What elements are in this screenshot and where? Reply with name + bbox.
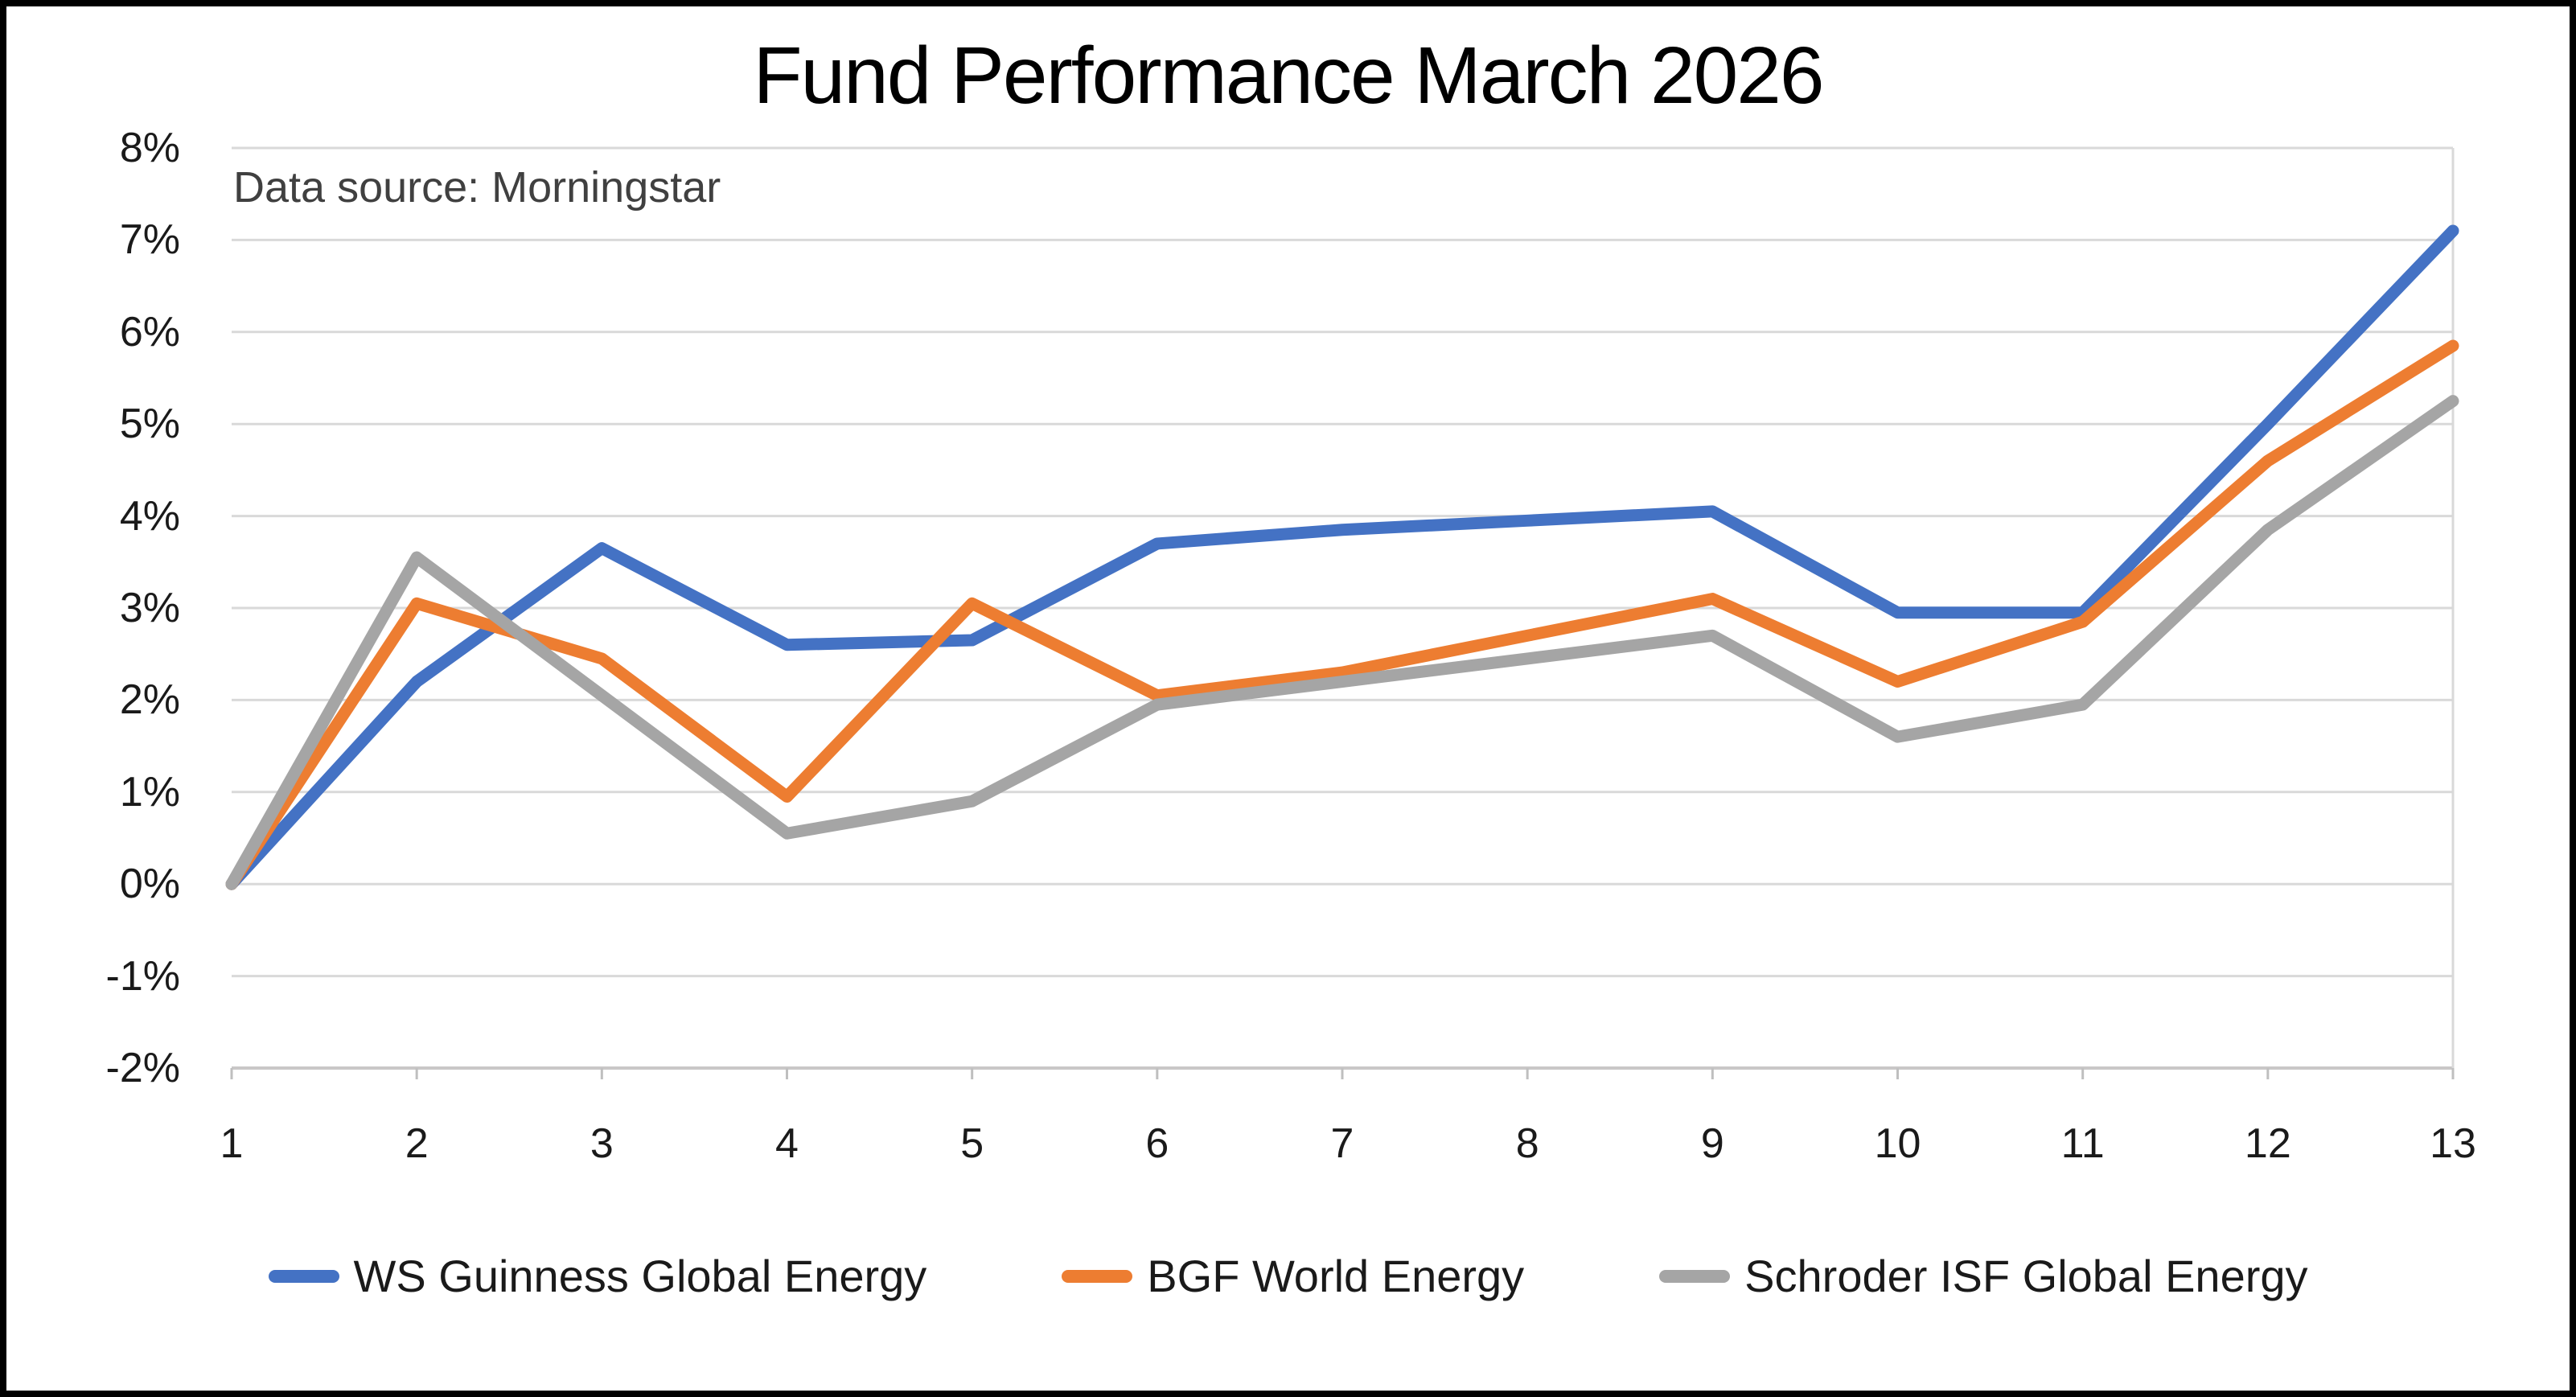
x-axis-tick-label: 9 [1700, 1120, 1724, 1167]
y-axis-tick-label: -1% [105, 952, 180, 1000]
y-axis-tick-label: 0% [119, 861, 180, 908]
y-axis-tick-label: 8% [119, 125, 180, 171]
x-axis-tick-label: 8 [1515, 1120, 1539, 1167]
series-line-1 [225, 339, 2459, 890]
legend-label-schroder: Schroder ISF Global Energy [1744, 1251, 2308, 1301]
legend: WS Guinness Global Energy BGF World Ener… [6, 1251, 2570, 1301]
x-axis-tick-label: 13 [2430, 1120, 2476, 1167]
series-line-2 [225, 395, 2459, 890]
x-axis-tick-label: 1 [220, 1120, 244, 1167]
x-axis-tick-label: 10 [1874, 1120, 1921, 1167]
series-line-0 [225, 224, 2459, 890]
y-axis-tick-label: 1% [119, 768, 180, 816]
x-axis-tick-label: 7 [1330, 1120, 1354, 1167]
y-axis-tick-label: 7% [119, 216, 180, 264]
x-axis-tick-label: 2 [405, 1120, 429, 1167]
x-axis-tick-label: 4 [775, 1120, 799, 1167]
y-axis-tick-label: 3% [119, 585, 180, 631]
x-axis-tick-label: 5 [960, 1120, 984, 1167]
legend-item-ws-guinness: WS Guinness Global Energy [268, 1251, 927, 1301]
data-source-note: Data source: Morningstar [233, 163, 721, 212]
x-axis-tick-label: 12 [2244, 1120, 2291, 1167]
legend-marker-ws-guinness-icon [268, 1269, 339, 1283]
y-axis-tick-label: 2% [119, 676, 180, 724]
y-axis-tick-label: -2% [105, 1045, 180, 1091]
legend-label-bgf-world: BGF World Energy [1147, 1251, 1525, 1301]
legend-item-bgf-world: BGF World Energy [1062, 1251, 1524, 1301]
x-axis-tick-label: 3 [590, 1120, 614, 1167]
y-axis-tick-label: 5% [119, 401, 180, 448]
legend-marker-bgf-world-icon [1062, 1269, 1133, 1283]
chart-title: Fund Performance March 2026 [753, 31, 1824, 121]
x-axis-tick-label: 11 [2060, 1120, 2105, 1167]
y-axis-tick-label: 6% [119, 308, 180, 355]
y-axis-tick-label: 4% [119, 492, 180, 540]
legend-item-schroder: Schroder ISF Global Energy [1659, 1251, 2308, 1301]
legend-label-ws-guinness: WS Guinness Global Energy [353, 1251, 927, 1301]
x-axis-tick-label: 6 [1145, 1120, 1169, 1167]
plot-area [225, 146, 2459, 1079]
legend-marker-schroder-icon [1659, 1269, 1731, 1283]
